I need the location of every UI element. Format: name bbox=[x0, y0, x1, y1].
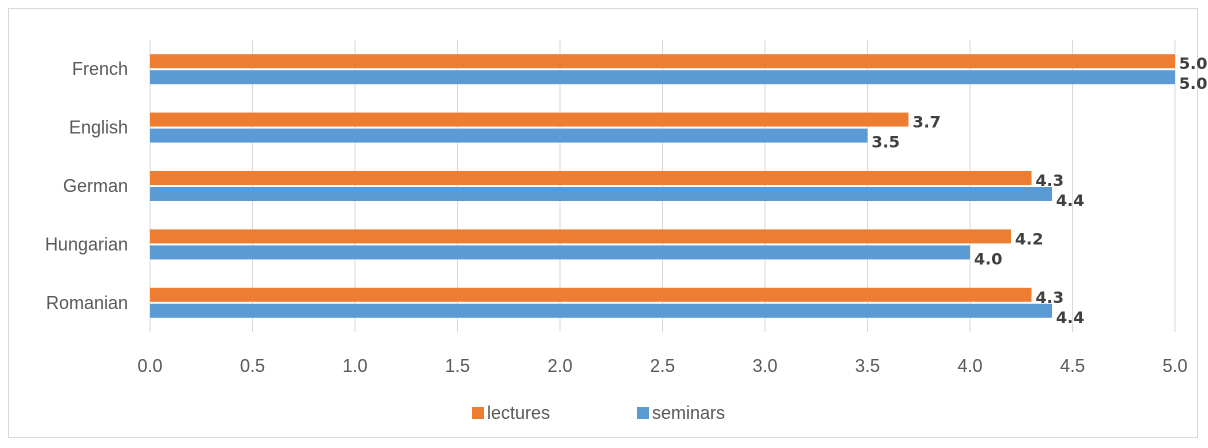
category-label: French bbox=[72, 59, 128, 79]
category-label: Hungarian bbox=[45, 234, 128, 254]
x-tick-label: 2.5 bbox=[650, 356, 675, 376]
x-tick-label: 5.0 bbox=[1162, 356, 1187, 376]
data-label-seminars: 4.4 bbox=[1056, 308, 1084, 327]
category-label: English bbox=[69, 118, 128, 138]
category-label: German bbox=[63, 176, 128, 196]
x-tick-label: 4.5 bbox=[1060, 356, 1085, 376]
legend-swatch-lectures bbox=[472, 407, 484, 419]
data-label-lectures: 5.0 bbox=[1179, 54, 1207, 73]
legend: lectures seminars bbox=[472, 403, 725, 423]
bar-lectures bbox=[150, 229, 1011, 244]
data-label-seminars: 4.0 bbox=[974, 249, 1002, 268]
data-label-seminars: 3.5 bbox=[872, 133, 900, 152]
data-label-lectures: 4.3 bbox=[1036, 171, 1064, 190]
x-tick-label: 1.0 bbox=[342, 356, 367, 376]
x-tick-label: 2.0 bbox=[547, 356, 572, 376]
data-label-lectures: 4.3 bbox=[1036, 288, 1064, 307]
bar-lectures bbox=[150, 112, 909, 127]
category-label: Romanian bbox=[46, 293, 128, 313]
bar-seminars bbox=[150, 187, 1052, 201]
bar-seminars bbox=[150, 70, 1175, 85]
data-label-seminars: 5.0 bbox=[1179, 74, 1207, 93]
x-tick-label: 3.5 bbox=[855, 356, 880, 376]
x-tick-labels: 0.0 0.5 1.0 1.5 2.0 2.5 3.0 3.5 4.0 4.5 5.0 bbox=[137, 356, 1187, 376]
gridlines bbox=[149, 40, 1176, 332]
bar-lectures bbox=[150, 54, 1175, 69]
bar-seminars bbox=[150, 128, 868, 143]
x-tick-label: 0.5 bbox=[240, 356, 265, 376]
x-tick-label: 4.0 bbox=[957, 356, 982, 376]
bar-lectures bbox=[150, 287, 1032, 302]
data-label-lectures: 4.2 bbox=[1015, 229, 1043, 248]
x-tick-label: 3.0 bbox=[752, 356, 777, 376]
x-tick-label: 1.5 bbox=[445, 356, 470, 376]
legend-swatch-seminars bbox=[637, 407, 649, 419]
data-label-lectures: 3.7 bbox=[913, 113, 941, 132]
bar-seminars bbox=[150, 245, 970, 260]
data-labels: 5.05.03.73.54.34.44.24.04.34.4 bbox=[872, 54, 1208, 327]
legend-label-seminars: seminars bbox=[652, 403, 725, 423]
category-labels: French English German Hungarian Romanian bbox=[45, 59, 128, 313]
x-tick-label: 0.0 bbox=[137, 356, 162, 376]
bar-seminars bbox=[150, 303, 1052, 318]
bars bbox=[150, 54, 1175, 318]
legend-label-lectures: lectures bbox=[487, 403, 550, 423]
bar-lectures bbox=[150, 171, 1032, 185]
data-label-seminars: 4.4 bbox=[1056, 191, 1084, 210]
